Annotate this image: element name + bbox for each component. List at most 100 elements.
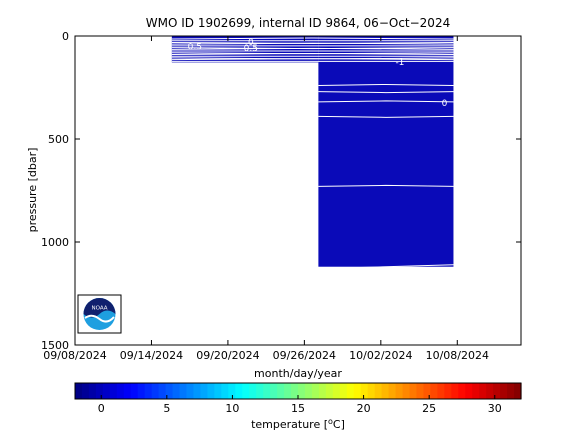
colorbar-swatch — [486, 383, 494, 399]
temperature-fill-segment — [318, 36, 454, 267]
colorbar-swatch — [200, 383, 209, 399]
colorbar-swatch — [472, 383, 480, 399]
colorbar-swatch — [123, 383, 132, 399]
colorbar-tick-label: 10 — [225, 402, 239, 415]
y-tick-label: 1000 — [41, 236, 69, 249]
chart-title: WMO ID 1902699, internal ID 9864, 06−Oct… — [146, 16, 450, 30]
colorbar-swatch — [409, 383, 418, 399]
x-axis: 09/08/2024 09/14/2024 09/20/2024 09/26/2024… — [43, 36, 489, 362]
colorbar-swatch — [193, 383, 202, 399]
colorbar-swatch — [270, 383, 278, 399]
colorbar-swatch — [374, 383, 383, 399]
colorbar-swatch — [395, 383, 404, 399]
contour-line — [171, 47, 454, 50]
colorbar-swatch — [437, 383, 445, 399]
colorbar-swatch — [360, 383, 369, 399]
colorbar-swatch — [277, 383, 285, 399]
y-tick-label: 1500 — [41, 339, 69, 352]
contour-label: 0 — [248, 38, 254, 48]
x-tick-label: 09/26/2024 — [273, 349, 336, 362]
contour-line — [318, 100, 454, 103]
colorbar-swatch — [367, 383, 376, 399]
colorbar-swatch — [207, 383, 215, 399]
colorbar-tick-label: 30 — [488, 402, 502, 415]
colorbar-swatch — [242, 383, 250, 399]
colorbar-swatch — [151, 383, 160, 399]
colorbar-ticks: 0 5 10 15 20 25 30 — [98, 395, 502, 415]
colorbar-swatch — [130, 383, 139, 399]
contour-line — [318, 264, 454, 270]
colorbar-swatch — [165, 383, 174, 399]
y-axis: 0 500 1000 1500 — [41, 30, 521, 352]
colorbar-swatch — [109, 383, 118, 399]
colorbar-swatch — [186, 383, 195, 399]
contour-label: 0 — [442, 99, 448, 109]
colorbar-swatch — [465, 383, 473, 399]
colorbar-swatch — [444, 383, 452, 399]
y-axis-label: pressure [dbar] — [26, 148, 39, 233]
plot-frame — [74, 35, 522, 346]
x-tick-label: 09/20/2024 — [196, 349, 259, 362]
colorbar-swatch — [249, 383, 257, 399]
contour-label: -1 — [395, 58, 404, 68]
colorbar-swatch — [353, 383, 362, 399]
colorbar-swatch — [332, 383, 341, 399]
colorbar-swatch — [381, 383, 390, 399]
colorbar-swatch — [346, 383, 355, 399]
colorbar-swatch — [388, 383, 397, 399]
colorbar-tick-label: 0 — [98, 402, 105, 415]
colorbar-swatch — [507, 383, 515, 399]
colorbar-swatch — [311, 383, 320, 399]
colorbar-swatch — [318, 383, 327, 399]
contour-line — [171, 58, 454, 61]
contour-line — [318, 184, 454, 187]
contour-label: 0.5 — [244, 44, 258, 54]
colorbar-swatch — [493, 383, 501, 399]
colorbar-swatch — [102, 383, 111, 399]
x-axis-label: month/day/year — [254, 367, 342, 380]
colorbar-swatch — [479, 383, 487, 399]
colorbar-swatch — [158, 383, 167, 399]
colorbar-swatch — [500, 383, 508, 399]
x-tick-label: 10/08/2024 — [426, 349, 489, 362]
contour-line — [318, 83, 454, 86]
colorbar-swatch — [514, 383, 522, 399]
colorbar-tick-label: 25 — [422, 402, 436, 415]
colorbar-swatch — [214, 383, 222, 399]
colorbar-swatch — [304, 383, 313, 399]
colorbar — [75, 383, 522, 399]
colorbar-swatch — [116, 383, 125, 399]
colorbar-swatch — [298, 383, 306, 399]
colorbar-swatch — [81, 383, 90, 399]
contour-line — [171, 42, 454, 45]
colorbar-swatch — [137, 383, 146, 399]
colorbar-swatch — [339, 383, 348, 399]
colorbar-swatch — [256, 383, 264, 399]
noaa-logo: NOAA — [77, 294, 122, 334]
colorbar-swatch — [458, 383, 466, 399]
colorbar-label: temperature [oC] — [251, 417, 345, 431]
contour-lines — [171, 37, 454, 270]
x-tick-label: 09/14/2024 — [120, 349, 183, 362]
x-tick-label: 10/02/2024 — [349, 349, 412, 362]
contour-line — [318, 91, 454, 94]
colorbar-swatch — [172, 383, 181, 399]
y-tick-label: 0 — [62, 30, 69, 43]
contour-line — [171, 37, 454, 40]
colorbar-swatch — [402, 383, 411, 399]
colorbar-swatch — [284, 383, 292, 399]
colorbar-swatch — [291, 383, 299, 399]
colorbar-swatch — [451, 383, 459, 399]
noaa-logo-text: NOAA — [91, 306, 107, 312]
contour-label: 0.5 — [188, 42, 202, 52]
contour-line — [318, 115, 454, 118]
colorbar-swatch — [416, 383, 425, 399]
colorbar-swatch — [95, 383, 104, 399]
colorbar-swatch — [144, 383, 153, 399]
colorbar-tick-label: 15 — [291, 402, 305, 415]
colorbar-swatch — [88, 383, 97, 399]
contour-labels: 0.5 00.5-10 — [188, 38, 448, 109]
colorbar-swatch — [430, 383, 438, 399]
colorbar-swatch — [325, 383, 334, 399]
